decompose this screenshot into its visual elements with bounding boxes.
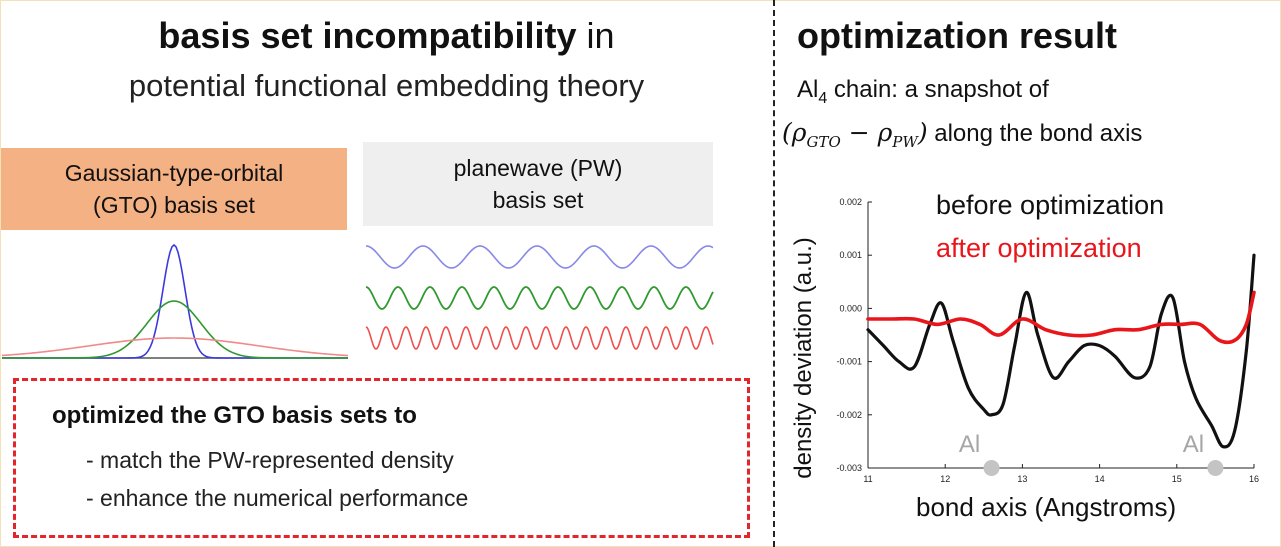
left-title-bold: basis set incompatibility [158,15,577,56]
planewave-medium-frequency [365,286,714,310]
x-tick-label: 15 [1172,474,1182,484]
caption-rest: chain: a snapshot of [827,76,1049,103]
planewave-low-frequency [365,245,714,269]
planewave-functions-illustration [365,245,714,350]
x-tick-label: 14 [1095,474,1105,484]
caption-line2-rest: along the bond axis [927,120,1143,147]
atom-marker [983,460,1000,476]
caption-subscript: 4 [818,89,828,107]
atom-markers: Al Al [959,431,1224,476]
legend-before-optimization: before optimization [936,190,1165,220]
y-tick-label: 0.001 [839,250,862,260]
left-subtitle: potential functional embedding theory [128,68,645,103]
panel-divider [773,0,775,547]
formula-sub-pw: PW [892,133,918,151]
left-title-rest: in [576,15,615,56]
density-difference-formula: (ρGTO − ρPW) [782,118,928,151]
atom-label: Al [959,431,980,458]
left-title: basis set incompatibility in [0,14,773,58]
planewave-high-frequency [365,326,714,350]
x-tick-label: 16 [1249,474,1259,484]
gaussian-wide-curve [1,337,349,357]
pw-label-line2: basis set [492,187,584,213]
formula-minus: − ρ [840,118,893,147]
atom-label: Al [1183,431,1204,458]
formula-close: ) [917,118,928,147]
gaussian-medium-curve [2,300,348,359]
atom-marker [1207,460,1224,476]
chart-x-axis-label: bond axis (Angstroms) [916,492,1177,522]
legend-after-optimization: after optimization [936,233,1142,263]
series-after-optimization-line [866,290,1256,345]
gaussian-functions-illustration [1,243,349,359]
x-tick-label: 12 [940,474,950,484]
x-tick-label: 11 [863,474,872,484]
right-title: optimization result [797,15,1118,56]
chart-caption-line1: Al4 chain: a snapshot of [797,76,1049,108]
gto-label-line2: (GTO) basis set [93,192,255,218]
caption-al: Al [797,76,819,103]
chart-caption-line2: (ρGTO − ρPW) along the bond axis [782,118,1142,151]
formula-open: (ρ [782,118,807,147]
summary-item: - enhance the numerical performance [86,485,469,511]
formula-sub-gto: GTO [806,133,841,151]
y-tick-label: 0.000 [839,303,862,313]
y-tick-label: -0.002 [836,410,862,420]
y-tick-label: -0.001 [836,357,862,367]
gto-basis-label: Gaussian-type-orbital (GTO) basis set [1,148,347,230]
chart-series [866,253,1256,449]
pw-label-line1: planewave (PW) [453,155,623,181]
summary-box [13,378,750,538]
summary-item: - match the PW-represented density [86,447,454,473]
y-tick-label: -0.003 [836,463,862,473]
y-tick-label: 0.002 [839,197,862,207]
gto-label-line1: Gaussian-type-orbital [64,160,284,186]
x-tick-label: 13 [1017,474,1027,484]
y-axis-label-text: density deviation (a.u.) [790,237,817,479]
pw-basis-label: planewave (PW) basis set [363,142,713,226]
summary-heading: optimized the GTO basis sets to [52,402,417,429]
series-before-optimization-line [866,253,1256,449]
